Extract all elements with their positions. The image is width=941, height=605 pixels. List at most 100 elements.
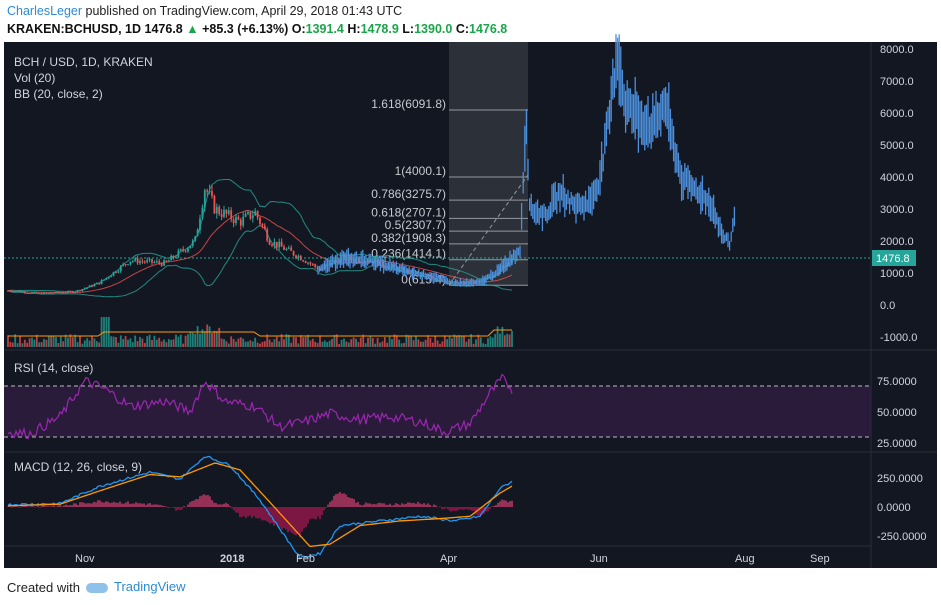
candle-body <box>177 250 180 258</box>
volume-bar <box>309 340 312 347</box>
macd-histogram-bar <box>169 507 171 508</box>
volume-bar <box>287 334 290 347</box>
volume-bar <box>439 343 441 347</box>
macd-histogram-bar <box>309 507 311 520</box>
macd-histogram-bar <box>189 502 191 507</box>
fib-label: 0.236(1414.1) <box>371 247 446 261</box>
macd-histogram-bar <box>419 503 421 507</box>
volume-bar <box>261 341 264 347</box>
volume-bar <box>417 339 420 347</box>
macd-histogram-bar <box>323 507 325 511</box>
price-axis-tick: 8000.0 <box>880 44 914 56</box>
volume-bar <box>443 335 446 347</box>
macd-histogram-bar <box>165 506 167 507</box>
candle-body <box>225 209 228 214</box>
macd-histogram-bar <box>273 507 275 526</box>
volume-bar <box>285 334 288 347</box>
volume-bar <box>81 343 84 347</box>
macd-histogram-bar <box>491 506 493 507</box>
volume-bar <box>419 341 422 347</box>
macd-histogram-bar <box>59 504 61 507</box>
macd-histogram-bar <box>429 504 431 507</box>
candle-body <box>107 277 110 279</box>
chart-area[interactable] <box>4 42 871 568</box>
macd-histogram-bar <box>55 507 57 508</box>
volume-bar <box>345 341 348 347</box>
volume-bar <box>201 329 204 347</box>
macd-histogram-bar <box>373 503 375 507</box>
signal-line <box>7 462 513 548</box>
volume-bar <box>199 333 201 347</box>
symbol-label: KRAKEN:BCHUSD, 1D <box>7 22 142 36</box>
volume-bar <box>136 341 139 347</box>
volume-bar <box>124 336 127 347</box>
volume-bar <box>362 334 365 347</box>
volume-bar <box>227 343 230 347</box>
rsi-band <box>4 386 871 437</box>
candle-body <box>88 285 91 288</box>
author-link[interactable]: CharlesLeger <box>7 4 83 18</box>
volume-bar <box>215 331 218 347</box>
volume-bar <box>429 337 432 347</box>
volume-bar <box>311 338 314 347</box>
volume-bar <box>386 342 389 347</box>
candle-body <box>263 225 266 230</box>
volume-bar <box>467 338 470 347</box>
candle-body <box>47 292 50 294</box>
volume-bar <box>115 337 117 347</box>
candle-body <box>52 292 55 294</box>
candle-body <box>64 292 67 294</box>
macd-histogram-bar <box>11 506 13 508</box>
volume-bar <box>350 339 353 347</box>
volume-bar <box>16 343 19 347</box>
macd-histogram-bar <box>171 507 173 508</box>
volume-bar <box>398 339 401 347</box>
volume-bar <box>129 338 132 347</box>
macd-histogram-bar <box>245 507 247 519</box>
open-value: 1391.4 <box>305 22 344 36</box>
macd-histogram-bar <box>503 500 505 507</box>
macd-histogram-bar <box>177 507 179 510</box>
tradingview-logo[interactable]: TradingView <box>86 579 186 594</box>
macd-histogram-bar <box>237 507 239 513</box>
candle-body <box>35 292 38 294</box>
macd-histogram-bar <box>335 494 337 507</box>
macd-histogram-bar <box>105 501 107 507</box>
volume-bar <box>259 343 261 347</box>
macd-histogram-bar <box>267 507 269 522</box>
x-axis-tick: Feb <box>296 553 315 565</box>
volume-bar <box>67 337 69 347</box>
macd-histogram-bar <box>355 502 357 507</box>
candle-body <box>124 264 127 266</box>
volume-bar <box>35 334 38 347</box>
volume-bar <box>405 334 408 347</box>
macd-histogram-bar <box>87 503 89 507</box>
volume-bar <box>501 326 504 347</box>
volume-bar <box>333 334 336 347</box>
macd-histogram-bar <box>303 507 305 529</box>
macd-histogram-bar <box>441 507 443 510</box>
candle-body <box>227 210 230 214</box>
volume-bar <box>266 334 269 347</box>
macd-histogram-bar <box>99 500 101 507</box>
macd-histogram-bar <box>399 505 401 507</box>
macd-histogram-bar <box>431 506 433 507</box>
volume-bar <box>88 340 91 347</box>
x-axis-tick: Jun <box>590 553 608 565</box>
fib-label: 0.618(2707.1) <box>371 205 446 219</box>
macd-histogram-bar <box>375 504 377 507</box>
volume-bar <box>223 339 225 347</box>
volume-bar <box>139 336 141 347</box>
macd-histogram-bar <box>149 503 151 507</box>
candle-body <box>203 190 206 208</box>
macd-line <box>7 455 513 561</box>
macd-histogram-bar <box>213 502 215 507</box>
macd-histogram-bar <box>281 507 283 530</box>
macd-histogram-bar <box>509 501 511 507</box>
volume-bar <box>254 337 257 347</box>
candle-body <box>167 260 170 262</box>
price-axis-panel[interactable] <box>871 42 937 568</box>
macd-histogram-bar <box>501 499 503 507</box>
macd-histogram-bar <box>195 499 197 507</box>
